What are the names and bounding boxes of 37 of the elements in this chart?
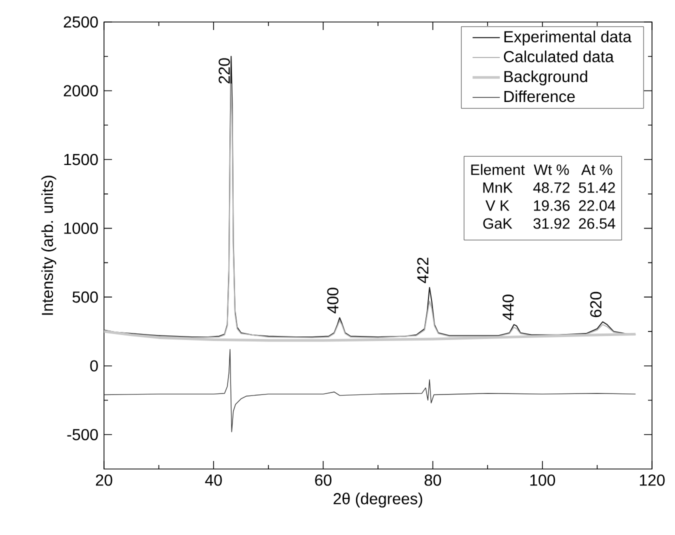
annotation: V K	[485, 200, 510, 211]
annotation: 22.04	[579, 200, 616, 211]
x-tick-label: 60	[315, 474, 332, 486]
y-tick-label: -500	[67, 428, 98, 440]
annotation: At %	[581, 164, 612, 175]
annotation: Element	[471, 164, 525, 175]
x-tick-label: 100	[530, 474, 556, 486]
annotation: 440	[502, 294, 514, 320]
x-axis-title: 2θ (degrees)	[334, 492, 422, 508]
annotation: Wt %	[534, 164, 569, 175]
line-series	[104, 348, 636, 432]
annotation: 400	[327, 288, 338, 314]
annotation: 51.42	[578, 182, 615, 193]
annotation: GaK	[483, 218, 512, 229]
y-tick-label: 1000	[64, 222, 98, 234]
legend-label: Calculated data	[504, 50, 614, 62]
y-tick-label: 2000	[64, 85, 98, 96]
annotation: 19.36	[534, 200, 570, 211]
y-axis-title: Intensity (arb. units)	[41, 176, 56, 315]
annotation: 220	[218, 58, 230, 84]
annotation: 31.92	[533, 218, 570, 229]
annotation: 422	[417, 258, 428, 284]
legend-label: Background	[504, 70, 588, 86]
annotation: 48.72	[533, 182, 570, 193]
legend-label: Difference	[504, 90, 575, 102]
legend-label: Experimental data	[504, 30, 632, 46]
y-tick-label: 2500	[64, 16, 98, 28]
y-tick-label: 0	[90, 360, 98, 372]
y-tick-label: 500	[72, 291, 98, 303]
annotation: 620	[590, 292, 602, 318]
annotation: 26.54	[579, 218, 616, 229]
x-tick-label: 120	[640, 474, 665, 486]
annotation: MnK	[483, 182, 513, 193]
x-tick-label: 20	[96, 474, 112, 486]
x-tick-label: 40	[205, 474, 222, 486]
x-tick-label: 80	[424, 474, 442, 486]
y-tick-label: 1500	[64, 154, 98, 166]
